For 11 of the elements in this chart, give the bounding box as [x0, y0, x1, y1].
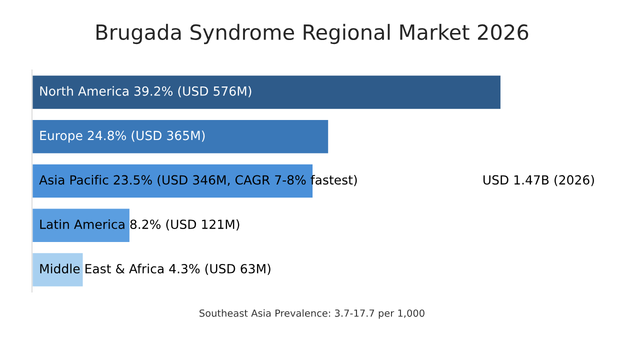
data-label: Middle East & Africa 4.3% (USD 63M)	[40, 264, 270, 275]
data-label: Latin America 8.2% (USD 121M)	[40, 219, 240, 230]
bar	[32, 74, 502, 110]
annotation: USD 1.47B (2026)	[483, 174, 594, 186]
bar	[32, 207, 131, 244]
bar	[32, 252, 84, 288]
data-label: Europe 24.8% (USD 365M)	[40, 130, 205, 143]
text: Southeast Asia Prevalence: 3.7-17.7 per 1,000	[200, 309, 424, 319]
data-label: North America 39.2% (USD 576M)	[40, 86, 252, 98]
chart-title: Brugada Syndrome Regional Market 2026	[96, 24, 528, 44]
bar	[32, 118, 330, 155]
